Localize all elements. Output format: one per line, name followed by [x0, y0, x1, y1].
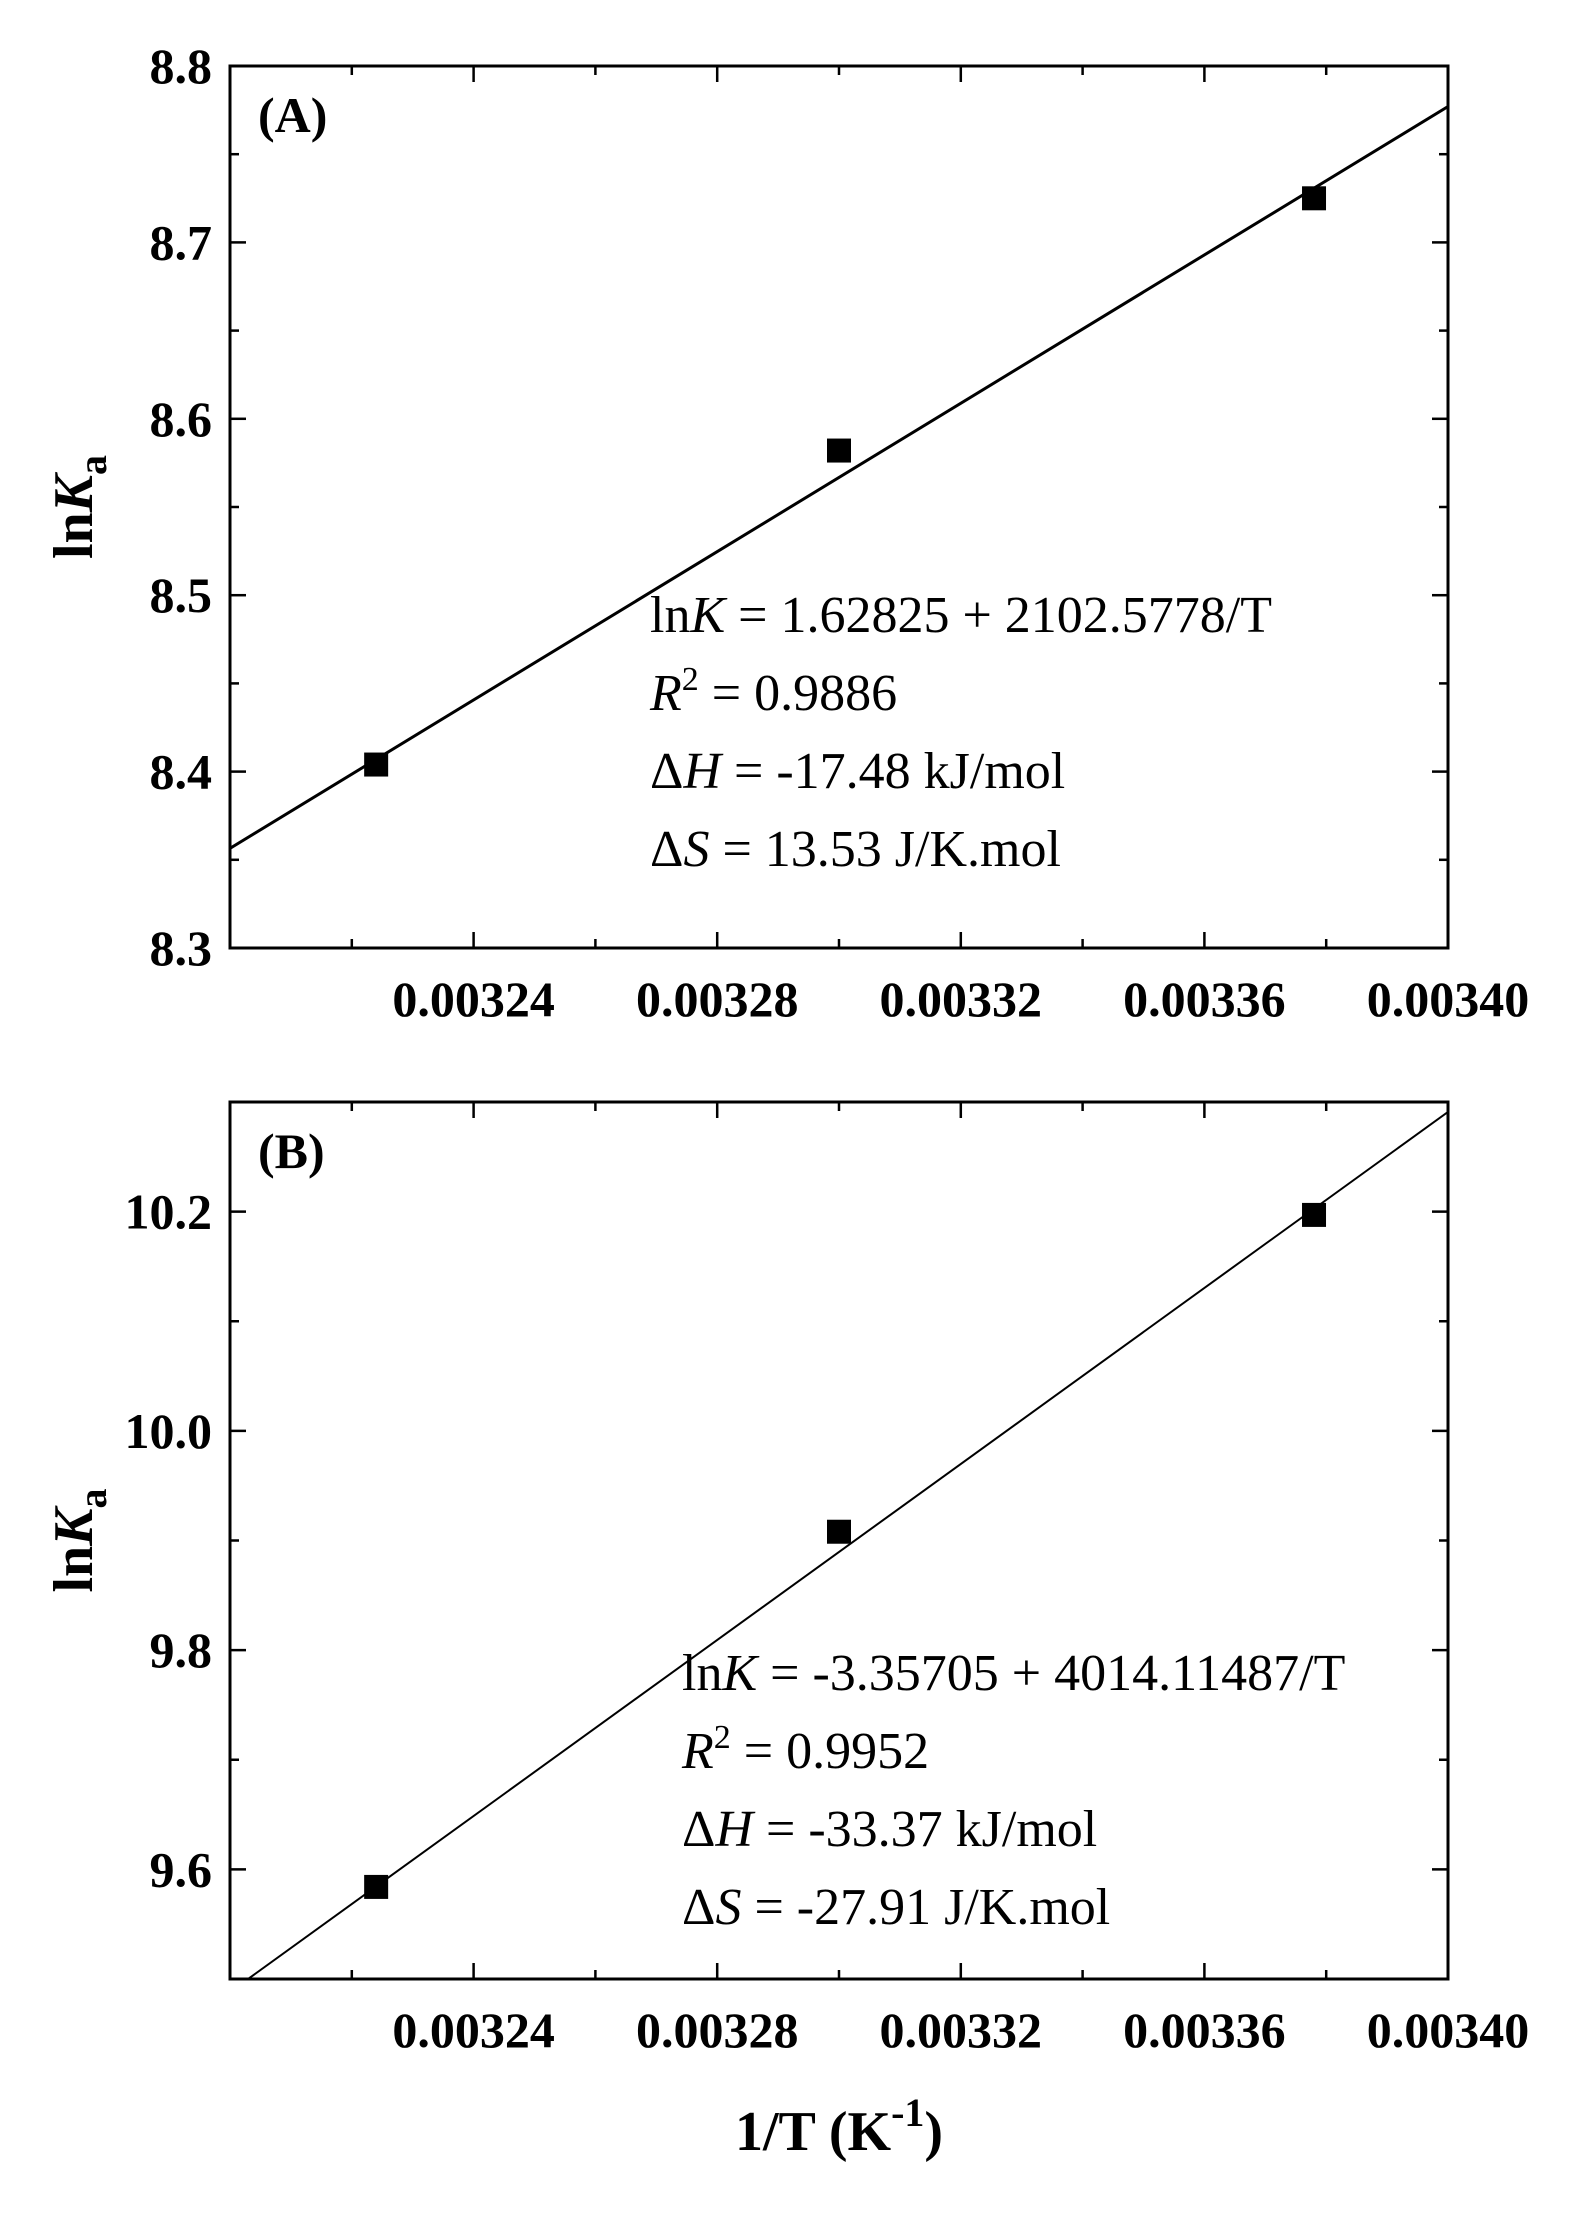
y-tick-label: 8.7	[150, 214, 213, 270]
data-point	[364, 752, 389, 777]
y-tick-label: 8.4	[150, 744, 213, 800]
data-point	[827, 1519, 851, 1544]
fit-line	[246, 1111, 1448, 1979]
x-tick-label: 0.00328	[636, 971, 799, 1027]
x-tick-label: 0.00328	[636, 2002, 799, 2058]
x-tick-label: 0.00336	[1123, 971, 1286, 1027]
data-point	[1302, 186, 1327, 211]
x-tick-label: 0.00324	[392, 2002, 555, 2058]
annotation-line: R2 = 0.9886	[649, 661, 897, 722]
data-point	[364, 1874, 389, 1899]
x-axis-title: 1/T (K-1)	[735, 2090, 943, 2163]
panel-label: (A)	[258, 87, 327, 143]
annotation-line: ΔH = -33.37 kJ/mol	[682, 1801, 1097, 1858]
x-tick-label: 0.00340	[1367, 971, 1530, 1027]
data-point	[827, 438, 851, 463]
annotation-line: lnK = -3.35705 + 4014.11487/T	[682, 1645, 1345, 1702]
annotation-line: R2 = 0.9952	[681, 1719, 929, 1780]
x-tick-label: 0.00332	[880, 971, 1043, 1027]
panel-label: (B)	[258, 1123, 325, 1179]
y-tick-label: 8.5	[150, 567, 213, 623]
fit-line	[230, 105, 1448, 850]
plot-frame	[228, 64, 1450, 950]
y-tick-label: 8.8	[150, 38, 213, 94]
annotation-line: ΔH = -17.48 kJ/mol	[650, 743, 1065, 800]
panel-a: 0.00324 0.00328 0.00332 0.00336 0.00340 8.3 8.…	[43, 38, 1529, 1027]
y-tick-label: 9.6	[150, 1841, 213, 1897]
y-tick-label: 8.3	[150, 920, 213, 976]
y-tick-label: 8.6	[150, 391, 213, 447]
x-tick-label: 0.00340	[1367, 2002, 1530, 2058]
y-axis-title: lnKa	[43, 455, 115, 559]
y-axis-title: lnKa	[43, 1488, 115, 1592]
panel-b: 0.00324 0.00328 0.00332 0.00336 0.00340 9.6 9.…	[43, 1100, 1530, 2163]
y-tick-label: 9.8	[150, 1622, 213, 1678]
y-tick-label: 10.2	[125, 1184, 213, 1240]
annotation-line: ΔS = -27.91 J/K.mol	[682, 1879, 1110, 1936]
y-tick-label: 10.0	[125, 1403, 213, 1459]
x-tick-label: 0.00324	[392, 971, 555, 1027]
x-tick-label: 0.00336	[1123, 2002, 1286, 2058]
annotation-line: lnK = 1.62825 + 2102.5778/T	[650, 587, 1272, 644]
data-point	[1302, 1202, 1327, 1227]
x-tick-label: 0.00332	[880, 2002, 1043, 2058]
annotation-line: ΔS = 13.53 J/K.mol	[650, 821, 1061, 878]
